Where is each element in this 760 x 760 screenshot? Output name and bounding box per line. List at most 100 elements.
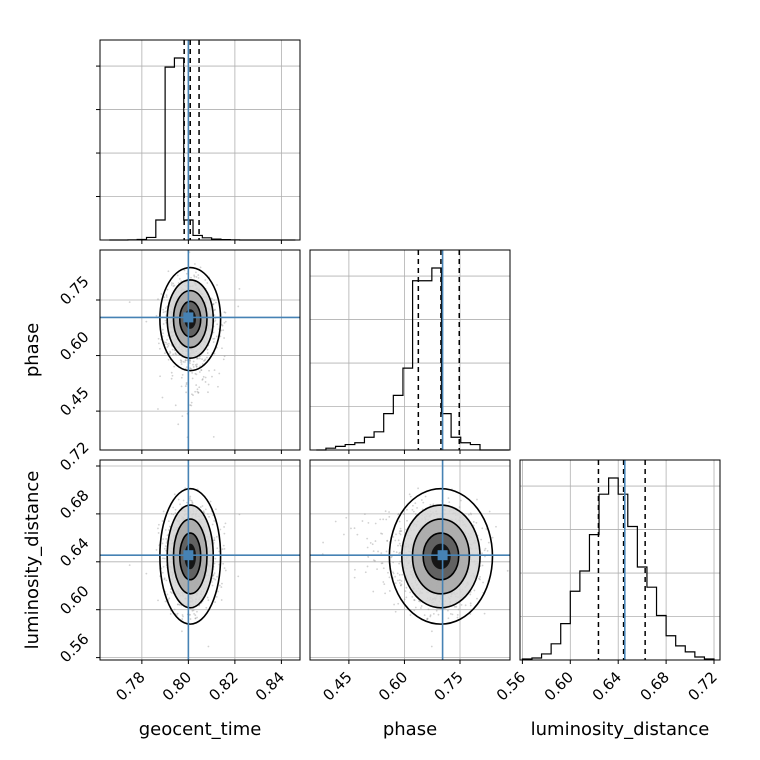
scatter-point [189,483,191,485]
scatter-point [221,548,224,551]
scatter-point [476,597,478,600]
truth-marker [183,550,194,561]
scatter-point [432,612,435,615]
scatter-point [457,608,460,611]
scatter-point [182,360,185,363]
scatter-point [398,552,401,555]
scatter-point [464,604,467,607]
scatter-point [408,493,411,496]
scatter-point [162,538,165,540]
scatter-point [164,528,167,531]
scatter-point [199,506,202,508]
scatter-point [213,299,216,302]
scatter-point [395,533,397,536]
scatter-point [171,374,174,377]
scatter-point [220,586,223,588]
scatter-point [216,323,219,326]
contour-line [172,518,208,595]
scatter-point [472,521,475,523]
truth-marker [437,550,448,561]
scatter-point [157,527,159,530]
contour-line [401,504,481,609]
scatter-point [190,276,192,279]
scatter-point [196,616,198,619]
scatter-point [213,309,216,312]
scatter-point [399,551,402,554]
scatter-point [213,352,216,355]
scatter-point [481,527,484,530]
scatter-point [185,366,188,369]
scatter-point [177,603,179,606]
hist-panel-phase [309,249,511,454]
truth-marker [183,312,194,323]
scatter-point [162,510,165,513]
scatter-point [397,544,399,547]
scatter-point [159,375,161,378]
scatter-point [202,375,205,378]
scatter-point [221,324,224,327]
scatter-point [164,319,167,322]
scatter-point [170,377,173,380]
scatter-point [167,529,170,531]
scatter-point [179,503,181,506]
scatter-point [397,602,400,605]
hist-panel-luminosity_distance [519,459,721,664]
scatter-point [418,600,420,603]
scatter-point [198,371,201,373]
scatter-point [178,603,181,606]
scatter-point [424,495,427,498]
contour-line [166,504,215,609]
scatter-point [214,578,217,581]
hist-step-geocent_time [109,57,296,241]
scatter-point [426,617,429,620]
scatter-point [222,562,225,565]
scatter-point [354,568,356,571]
scatter-point [222,358,225,361]
scatter-point [345,516,348,519]
scatter-point [322,541,324,544]
scatter-point [185,382,188,384]
scatter-point [212,341,215,343]
scatter-point [216,284,218,286]
scatter-point [194,614,197,617]
scatter-point [211,581,213,583]
scatter-point [388,511,390,513]
scatter-point [392,572,395,575]
scatter-point [162,565,165,568]
scatter-point [214,308,216,311]
scatter-point [392,536,395,538]
scatter-point [506,569,509,572]
scatter-point [367,521,370,524]
x-tick-label: 0.45 [319,668,355,704]
scatter-point [197,274,200,276]
scatter-point [392,571,394,574]
scatter-point [380,532,382,535]
scatter-point [435,609,438,612]
scatter-point [212,337,215,340]
scatter-point [213,572,216,575]
scatter-point [194,363,197,366]
scatter-point [166,343,169,346]
scatter-point [193,275,196,278]
x-axis-label-luminosity_distance: luminosity_distance [531,719,710,740]
scatter-point [396,572,399,575]
scatter-frame [309,459,511,661]
scatter-point [169,525,171,528]
scatter-point [161,571,164,574]
scatter-point [212,574,214,577]
scatter-point [190,368,192,370]
scatter-point [485,528,488,530]
hist-frame [519,459,721,661]
scatter-point [217,385,219,388]
scatter-point [195,373,198,376]
scatter-point [393,603,396,606]
scatter-point [219,335,222,338]
scatter-point [207,599,210,602]
scatter-point [211,523,214,526]
scatter-point [198,386,201,389]
scatter-point [427,608,430,611]
scatter-point [403,513,405,516]
scatter-point [193,612,195,615]
scatter-point [224,311,227,314]
scatter-point [449,613,452,615]
